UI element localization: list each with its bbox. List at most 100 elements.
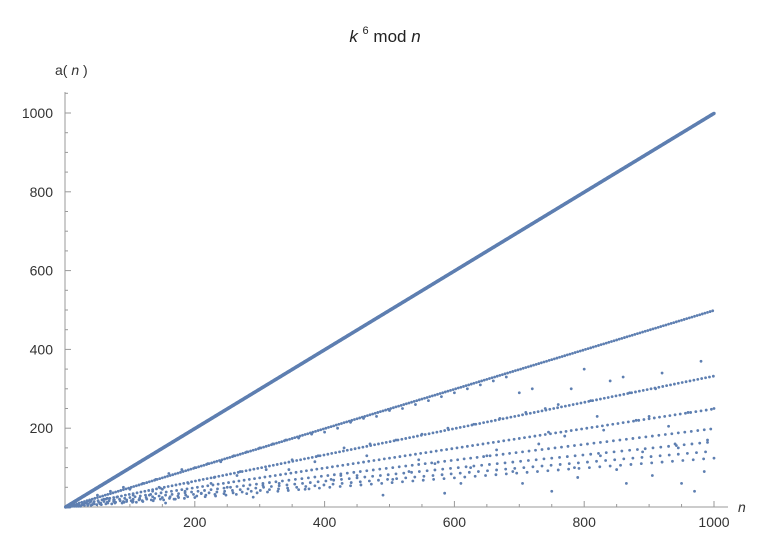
- data-point: [495, 462, 499, 466]
- data-point: [534, 458, 538, 462]
- data-point: [190, 486, 194, 490]
- data-point: [618, 438, 622, 442]
- data-point: [327, 426, 330, 429]
- data-point: [384, 466, 388, 470]
- data-point: [232, 471, 236, 475]
- data-point: [158, 477, 162, 481]
- data-point: [580, 427, 583, 431]
- data-point: [693, 489, 696, 493]
- data-point: [641, 388, 645, 392]
- data-point: [453, 391, 456, 395]
- data-point: [323, 430, 326, 434]
- data-point: [680, 481, 683, 485]
- data-point: [568, 352, 572, 356]
- data-point: [636, 448, 639, 451]
- data-point: [313, 475, 317, 479]
- title-var: n: [411, 27, 420, 46]
- data-point: [273, 474, 277, 477]
- data-point: [144, 493, 147, 497]
- data-point: [154, 492, 158, 495]
- data-point: [530, 387, 534, 391]
- data-point: [76, 503, 80, 507]
- data-point: [693, 314, 696, 318]
- data-point: [264, 444, 268, 448]
- data-point: [661, 324, 665, 328]
- data-point: [614, 394, 618, 398]
- data-point: [571, 351, 574, 355]
- data-point: [533, 434, 537, 438]
- data-point: [313, 460, 317, 464]
- data-point: [401, 480, 404, 484]
- data-point: [413, 475, 417, 479]
- data-point: [141, 481, 145, 485]
- data-point: [592, 441, 596, 445]
- data-point: [407, 470, 411, 473]
- data-point: [295, 485, 299, 489]
- data-point: [286, 486, 290, 490]
- data-point: [141, 500, 145, 503]
- data-point: [189, 467, 193, 471]
- data-point: [238, 470, 242, 473]
- data-point: [638, 331, 642, 335]
- data-point: [151, 489, 155, 493]
- data-point: [673, 382, 676, 386]
- data-point: [342, 449, 345, 453]
- data-point: [540, 409, 544, 413]
- data-point: [412, 400, 416, 403]
- data-point: [475, 455, 479, 459]
- data-point: [115, 495, 119, 499]
- data-point: [391, 466, 395, 469]
- data-point: [139, 490, 143, 494]
- data-point: [573, 444, 576, 447]
- data-point: [537, 362, 541, 365]
- data-point: [650, 474, 654, 477]
- data-point: [682, 443, 686, 447]
- data-point: [712, 456, 716, 460]
- data-point: [380, 481, 384, 485]
- data-point: [277, 487, 280, 491]
- data-point: [577, 466, 581, 470]
- data-point: [550, 358, 554, 362]
- data-point: [494, 473, 498, 477]
- data-point: [429, 450, 433, 454]
- data-point: [667, 424, 670, 428]
- data-point: [430, 394, 434, 398]
- data-point: [225, 485, 229, 489]
- data-point: [215, 490, 219, 494]
- data-point: [685, 452, 689, 455]
- data-point: [622, 392, 626, 396]
- data-point: [298, 434, 302, 438]
- data-point: [634, 418, 638, 422]
- data-point: [569, 387, 573, 391]
- x-tick-label: 400: [313, 514, 337, 530]
- data-point: [299, 470, 303, 473]
- data-point: [558, 455, 561, 459]
- data-point: [513, 414, 517, 418]
- data-point: [347, 477, 351, 481]
- data-point: [408, 436, 412, 440]
- data-point: [359, 483, 363, 487]
- data-point: [450, 447, 454, 451]
- data-point: [397, 404, 400, 408]
- data-point: [125, 500, 129, 503]
- data-point: [641, 330, 645, 334]
- data-point: [606, 423, 609, 427]
- data-point: [157, 485, 161, 489]
- data-point: [225, 473, 229, 477]
- data-point: [388, 456, 391, 460]
- data-point: [389, 407, 393, 410]
- data-point: [440, 395, 443, 399]
- data-point: [254, 486, 258, 490]
- data-point: [514, 451, 518, 455]
- data-point: [505, 416, 509, 420]
- data-point: [355, 476, 359, 480]
- data-point: [540, 448, 544, 451]
- data-point: [190, 490, 193, 494]
- data-point: [606, 396, 610, 399]
- data-point: [548, 407, 552, 411]
- data-point: [480, 463, 484, 467]
- data-point: [399, 403, 403, 407]
- data-point: [170, 492, 174, 496]
- data-point: [422, 474, 426, 478]
- data-point: [647, 414, 651, 418]
